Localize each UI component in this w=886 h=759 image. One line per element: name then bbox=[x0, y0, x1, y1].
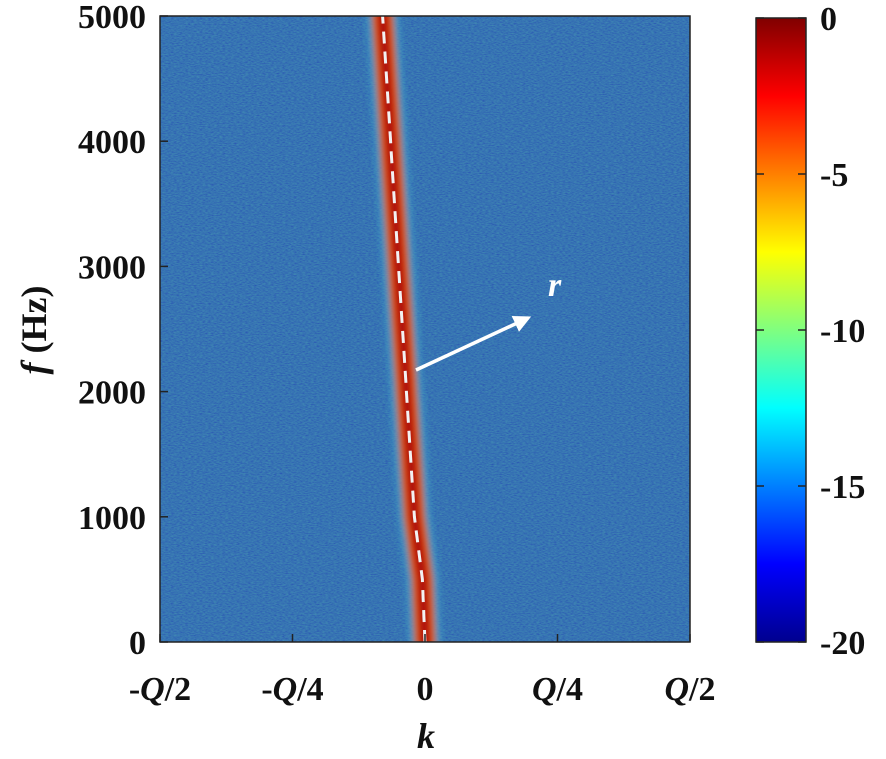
y-axis-label: f (Hz) bbox=[14, 286, 54, 375]
colorbar-tick-label: -20 bbox=[820, 625, 865, 662]
colorbar-tick-label: 0 bbox=[820, 1, 837, 38]
colorbar-ticks: 0 -5 -10 -15 -20 bbox=[756, 1, 865, 662]
colorbar-tick-label: -5 bbox=[820, 157, 848, 194]
colorbar-tick-label: -10 bbox=[820, 313, 865, 350]
x-tick-label: -Q/2 bbox=[129, 671, 191, 708]
annotation-arrow bbox=[415, 315, 532, 372]
y-tick-label: 4000 bbox=[78, 124, 146, 161]
x-tick-label: 0 bbox=[417, 671, 434, 708]
y-tick-label: 5000 bbox=[78, 0, 146, 36]
x-axis-ticks: -Q/2 -Q/4 0 Q/4 Q/2 bbox=[129, 634, 716, 708]
y-tick-label: 2000 bbox=[78, 375, 146, 412]
y-tick-label: 3000 bbox=[78, 249, 146, 286]
colorbar-tick-label: -15 bbox=[820, 469, 865, 506]
x-tick-label: Q/4 bbox=[532, 671, 583, 708]
y-tick-label: 0 bbox=[129, 625, 146, 662]
y-axis-ticks: 0 1000 2000 3000 4000 5000 bbox=[78, 0, 168, 662]
heatmap-area bbox=[160, 16, 690, 642]
y-axis-label-unit: (Hz) bbox=[14, 286, 54, 363]
x-tick-label: Q/2 bbox=[664, 671, 715, 708]
y-axis-label-var: f bbox=[14, 359, 54, 374]
annotation-label-r: r bbox=[548, 267, 562, 304]
y-tick-label: 1000 bbox=[78, 500, 146, 537]
dashed-ridge-line bbox=[381, 16, 427, 642]
x-tick-label: -Q/4 bbox=[261, 671, 323, 708]
x-axis-label: k bbox=[417, 716, 435, 756]
